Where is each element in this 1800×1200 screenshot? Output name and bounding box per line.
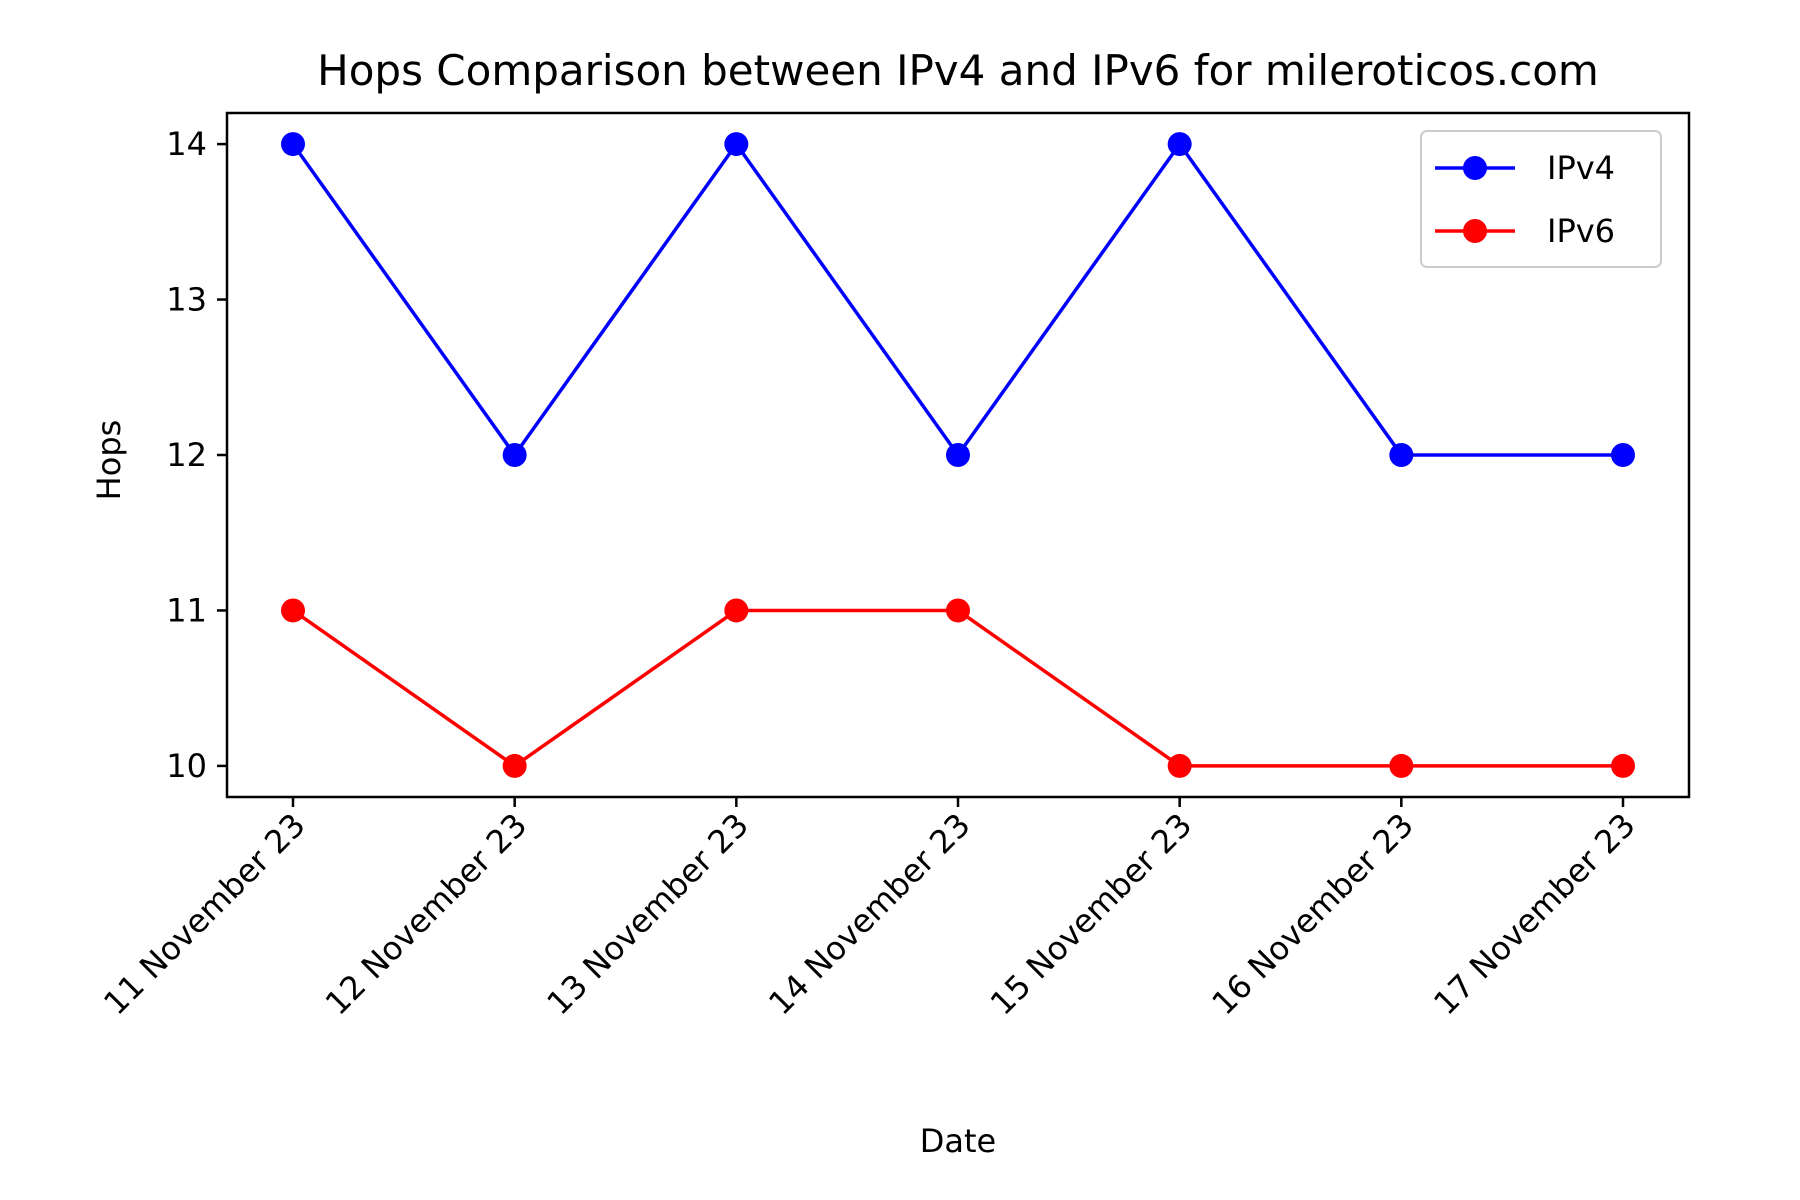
data-point (1389, 443, 1414, 467)
y-tick-label: 12 (166, 436, 207, 474)
y-tick-label: 14 (166, 125, 207, 163)
data-point (1611, 443, 1635, 467)
data-point (1611, 753, 1635, 778)
y-axis: 10 11 12 13 14 (166, 125, 227, 785)
data-point (946, 598, 970, 623)
data-point (1389, 753, 1414, 778)
y-axis-label: Hops (90, 420, 128, 501)
x-tick-label: 13 November 23 (539, 806, 756, 1023)
x-tick-label: 17 November 23 (1426, 806, 1643, 1023)
y-tick-label: 11 (166, 591, 207, 629)
legend-box (1420, 130, 1662, 268)
data-point (1167, 132, 1192, 157)
x-tick-label: 12 November 23 (318, 806, 535, 1023)
x-axis: 11 November 23 12 November 23 13 November … (96, 797, 1643, 1022)
data-point (281, 598, 305, 623)
data-point (946, 443, 970, 467)
x-tick-label: 14 November 23 (761, 806, 978, 1023)
legend-item-ipv4: IPv4 (1435, 149, 1615, 187)
chart-title: Hops Comparison between IPv4 and IPv6 fo… (317, 46, 1599, 95)
series-line (291, 608, 1623, 768)
series-ipv6 (281, 598, 1635, 778)
data-point (1167, 753, 1192, 778)
data-point (724, 598, 749, 623)
series-ipv4 (281, 132, 1635, 467)
legend: IPv4 IPv6 (1420, 130, 1662, 268)
x-axis-label: Date (920, 1122, 996, 1160)
x-tick-label: 16 November 23 (1204, 806, 1421, 1023)
data-point (502, 443, 527, 467)
data-point (281, 132, 305, 157)
legend-label: IPv6 (1547, 212, 1615, 250)
legend-marker (1463, 219, 1487, 243)
legend-item-ipv6: IPv6 (1435, 212, 1615, 250)
y-tick-label: 10 (166, 747, 207, 785)
x-tick-label: 15 November 23 (983, 806, 1200, 1023)
y-tick-label: 13 (166, 281, 207, 319)
legend-marker (1463, 156, 1487, 180)
data-point (502, 753, 527, 778)
x-tick-label: 11 November 23 (96, 806, 313, 1023)
legend-label: IPv4 (1547, 149, 1615, 187)
data-point (724, 132, 749, 157)
